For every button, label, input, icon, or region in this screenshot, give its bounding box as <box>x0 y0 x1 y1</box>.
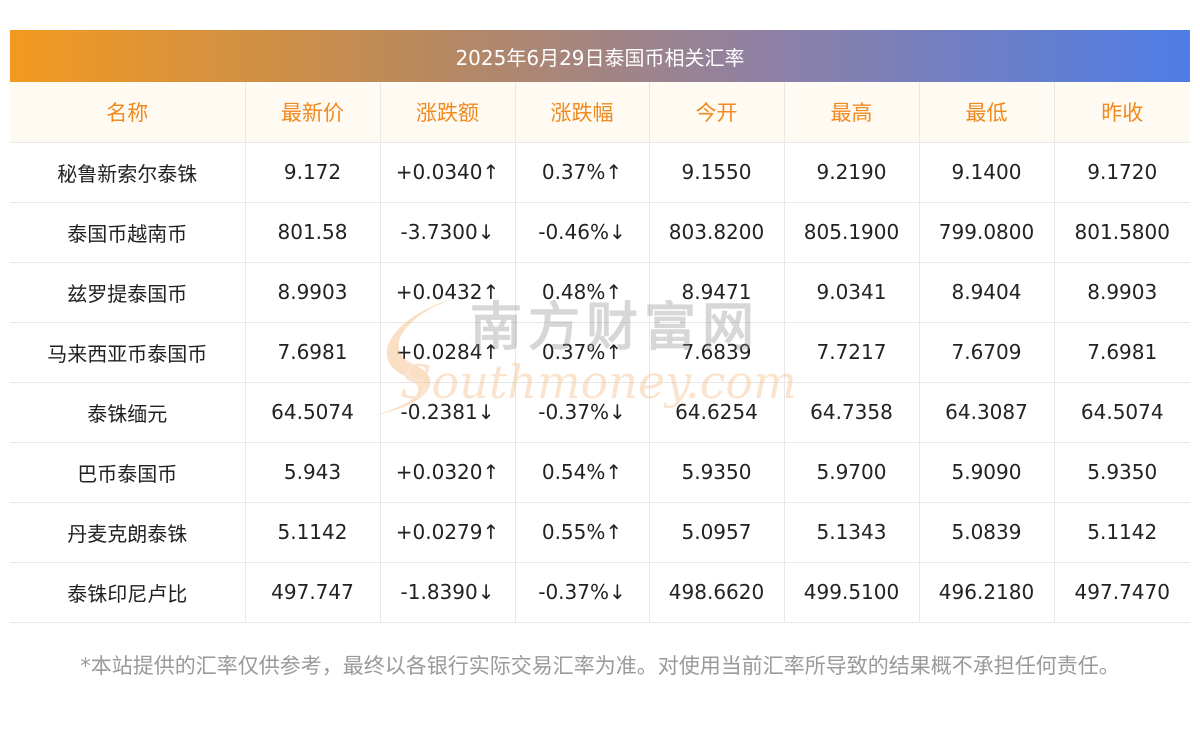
disclaimer-text: *本站提供的汇率仅供参考，最终以各银行实际交易汇率为准。对使用当前汇率所导致的结… <box>80 654 1120 678</box>
change-amount-cell: -1.8390↓ <box>380 562 516 623</box>
change-pct-cell: 0.54%↑ <box>515 442 650 503</box>
table-row: 泰铢印尼卢比 497.747 -1.8390↓ -0.37%↓ 498.6620… <box>10 562 1190 623</box>
table-row: 马来西亚币泰国币 7.6981 +0.0284↑ 0.37%↑ 7.6839 7… <box>10 322 1190 383</box>
column-header-prev-close: 昨收 <box>1054 82 1190 143</box>
change-pct-cell: -0.37%↓ <box>515 562 650 623</box>
table-row: 泰铢缅元 64.5074 -0.2381↓ -0.37%↓ 64.6254 64… <box>10 382 1190 443</box>
column-header-change-pct: 涨跌幅 <box>515 82 650 143</box>
latest-price-cell: 9.172 <box>245 142 381 203</box>
low-price-cell: 5.9090 <box>919 442 1055 503</box>
open-price-cell: 64.6254 <box>649 382 785 443</box>
change-pct-cell: -0.37%↓ <box>515 382 650 443</box>
prev-close-cell: 497.7470 <box>1054 562 1190 623</box>
pair-name-cell: 泰铢缅元 <box>10 382 246 443</box>
prev-close-cell: 5.9350 <box>1054 442 1190 503</box>
table-row: 秘鲁新索尔泰铢 9.172 +0.0340↑ 0.37%↑ 9.1550 9.2… <box>10 142 1190 203</box>
column-header-name: 名称 <box>10 82 246 143</box>
change-amount-cell: +0.0432↑ <box>380 262 516 323</box>
open-price-cell: 7.6839 <box>649 322 785 383</box>
high-price-cell: 64.7358 <box>784 382 920 443</box>
page-title: 2025年6月29日泰国币相关汇率 <box>10 30 1190 82</box>
change-amount-cell: +0.0340↑ <box>380 142 516 203</box>
change-amount-cell: -0.2381↓ <box>380 382 516 443</box>
change-amount-cell: -3.7300↓ <box>380 202 516 263</box>
pair-name-cell: 巴币泰国币 <box>10 442 246 503</box>
low-price-cell: 7.6709 <box>919 322 1055 383</box>
low-price-cell: 5.0839 <box>919 502 1055 563</box>
pair-name-cell: 秘鲁新索尔泰铢 <box>10 142 246 203</box>
table-row: 丹麦克朗泰铢 5.1142 +0.0279↑ 0.55%↑ 5.0957 5.1… <box>10 502 1190 563</box>
change-amount-cell: +0.0284↑ <box>380 322 516 383</box>
latest-price-cell: 5.1142 <box>245 502 381 563</box>
column-header-open: 今开 <box>649 82 785 143</box>
open-price-cell: 498.6620 <box>649 562 785 623</box>
pair-name-cell: 兹罗提泰国币 <box>10 262 246 323</box>
latest-price-cell: 8.9903 <box>245 262 381 323</box>
open-price-cell: 5.0957 <box>649 502 785 563</box>
low-price-cell: 64.3087 <box>919 382 1055 443</box>
column-header-high: 最高 <box>784 82 920 143</box>
pair-name-cell: 马来西亚币泰国币 <box>10 322 246 383</box>
change-pct-cell: -0.46%↓ <box>515 202 650 263</box>
prev-close-cell: 801.5800 <box>1054 202 1190 263</box>
high-price-cell: 7.7217 <box>784 322 920 383</box>
open-price-cell: 8.9471 <box>649 262 785 323</box>
prev-close-cell: 64.5074 <box>1054 382 1190 443</box>
table-row: 兹罗提泰国币 8.9903 +0.0432↑ 0.48%↑ 8.9471 9.0… <box>10 262 1190 323</box>
low-price-cell: 8.9404 <box>919 262 1055 323</box>
high-price-cell: 499.5100 <box>784 562 920 623</box>
change-pct-cell: 0.48%↑ <box>515 262 650 323</box>
prev-close-cell: 8.9903 <box>1054 262 1190 323</box>
table-row: 泰国币越南币 801.58 -3.7300↓ -0.46%↓ 803.8200 … <box>10 202 1190 263</box>
column-header-low: 最低 <box>919 82 1055 143</box>
low-price-cell: 9.1400 <box>919 142 1055 203</box>
change-pct-cell: 0.37%↑ <box>515 322 650 383</box>
latest-price-cell: 497.747 <box>245 562 381 623</box>
prev-close-cell: 5.1142 <box>1054 502 1190 563</box>
high-price-cell: 5.9700 <box>784 442 920 503</box>
high-price-cell: 9.0341 <box>784 262 920 323</box>
open-price-cell: 9.1550 <box>649 142 785 203</box>
latest-price-cell: 5.943 <box>245 442 381 503</box>
table-row: 巴币泰国币 5.943 +0.0320↑ 0.54%↑ 5.9350 5.970… <box>10 442 1190 503</box>
low-price-cell: 496.2180 <box>919 562 1055 623</box>
change-amount-cell: +0.0320↑ <box>380 442 516 503</box>
pair-name-cell: 泰铢印尼卢比 <box>10 562 246 623</box>
pair-name-cell: 泰国币越南币 <box>10 202 246 263</box>
table-header-row: 名称 最新价 涨跌额 涨跌幅 今开 最高 最低 昨收 <box>10 82 1190 143</box>
open-price-cell: 5.9350 <box>649 442 785 503</box>
change-pct-cell: 0.55%↑ <box>515 502 650 563</box>
high-price-cell: 805.1900 <box>784 202 920 263</box>
open-price-cell: 803.8200 <box>649 202 785 263</box>
latest-price-cell: 801.58 <box>245 202 381 263</box>
change-pct-cell: 0.37%↑ <box>515 142 650 203</box>
high-price-cell: 5.1343 <box>784 502 920 563</box>
pair-name-cell: 丹麦克朗泰铢 <box>10 502 246 563</box>
prev-close-cell: 7.6981 <box>1054 322 1190 383</box>
column-header-latest: 最新价 <box>245 82 381 143</box>
low-price-cell: 799.0800 <box>919 202 1055 263</box>
high-price-cell: 9.2190 <box>784 142 920 203</box>
change-amount-cell: +0.0279↑ <box>380 502 516 563</box>
column-header-change: 涨跌额 <box>380 82 516 143</box>
latest-price-cell: 7.6981 <box>245 322 381 383</box>
latest-price-cell: 64.5074 <box>245 382 381 443</box>
prev-close-cell: 9.1720 <box>1054 142 1190 203</box>
exchange-rate-table: 名称 最新价 涨跌额 涨跌幅 今开 最高 最低 昨收 秘鲁新索尔泰铢 9.172… <box>10 82 1190 623</box>
